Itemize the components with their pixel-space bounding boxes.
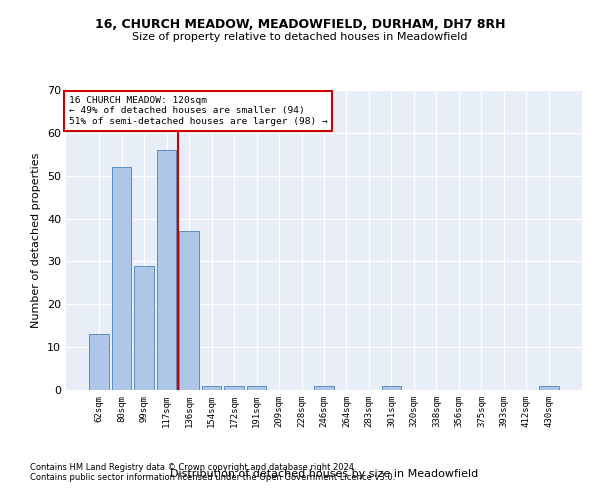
- Bar: [224, 386, 244, 390]
- X-axis label: Distribution of detached houses by size in Meadowfield: Distribution of detached houses by size …: [170, 469, 478, 479]
- Bar: [539, 386, 559, 390]
- Bar: [202, 386, 221, 390]
- Bar: [314, 386, 334, 390]
- Bar: [134, 266, 154, 390]
- Text: Size of property relative to detached houses in Meadowfield: Size of property relative to detached ho…: [132, 32, 468, 42]
- Text: Contains public sector information licensed under the Open Government Licence v3: Contains public sector information licen…: [30, 474, 395, 482]
- Bar: [247, 386, 266, 390]
- Bar: [112, 167, 131, 390]
- Text: 16, CHURCH MEADOW, MEADOWFIELD, DURHAM, DH7 8RH: 16, CHURCH MEADOW, MEADOWFIELD, DURHAM, …: [95, 18, 505, 30]
- Y-axis label: Number of detached properties: Number of detached properties: [31, 152, 41, 328]
- Bar: [89, 334, 109, 390]
- Bar: [157, 150, 176, 390]
- Text: 16 CHURCH MEADOW: 120sqm
← 49% of detached houses are smaller (94)
51% of semi-d: 16 CHURCH MEADOW: 120sqm ← 49% of detach…: [68, 96, 328, 126]
- Text: Contains HM Land Registry data © Crown copyright and database right 2024.: Contains HM Land Registry data © Crown c…: [30, 464, 356, 472]
- Bar: [179, 232, 199, 390]
- Bar: [382, 386, 401, 390]
